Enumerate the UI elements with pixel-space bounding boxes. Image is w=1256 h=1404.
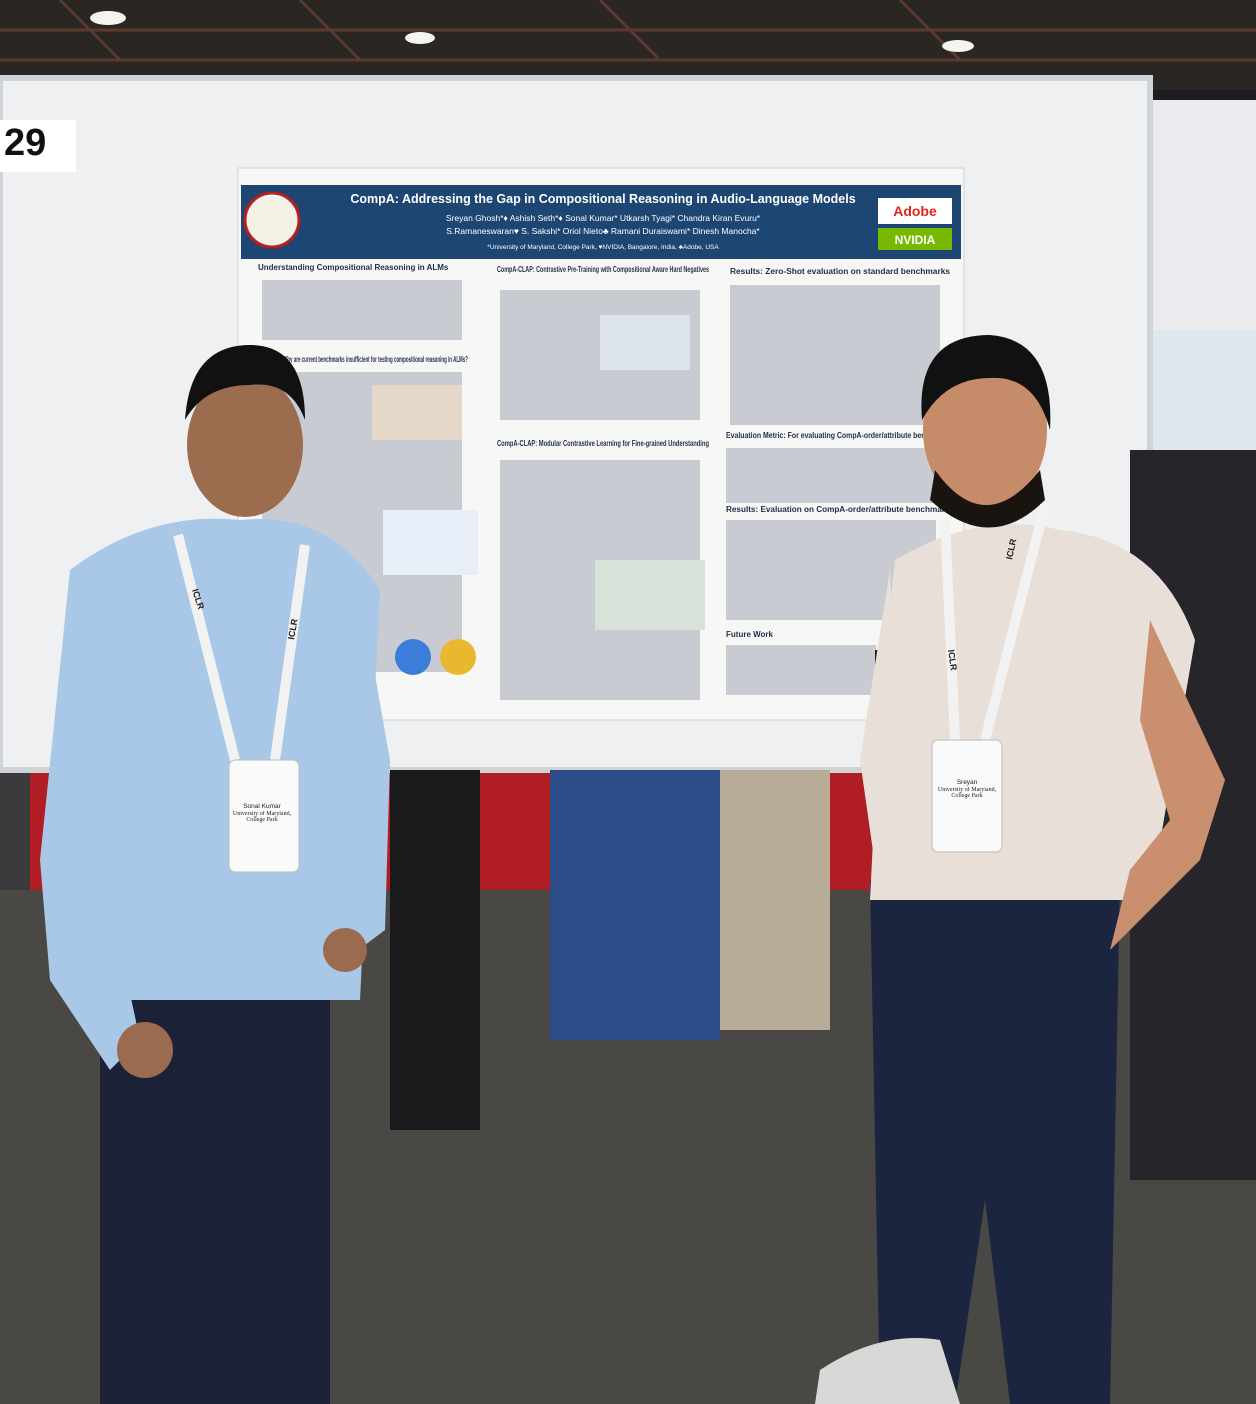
person-left: ICLR ICLR Sonal Kumar University of Mary… [40, 345, 390, 1404]
badge-affiliation-box: University of Maryland, College Park [937, 787, 997, 799]
person-right: ICLR ICLR Sreyan University of Maryland,… [815, 335, 1225, 1404]
neighbor-poster [1150, 330, 1256, 450]
section-heading: CompA-CLAP: Modular Contrastive Learning… [497, 439, 709, 448]
badge-name: Sonal Kumar [243, 803, 281, 810]
badge-affiliation: University of Maryland, College Park [232, 811, 292, 823]
section-heading: Future Work [726, 630, 774, 639]
ceiling-light [90, 11, 126, 25]
section-heading: CompA-CLAP: Contrastive Pre-Training wit… [497, 265, 709, 274]
authors: S.Ramaneswaran♥ S. Sakshi* Oriol Nieto♣ … [446, 226, 760, 236]
section-heading: Results: Zero-Shot evaluation on standar… [730, 267, 951, 276]
ceiling-light [405, 32, 435, 44]
university-seal [243, 191, 301, 249]
badge-affiliation: University of Maryland, College Park [937, 787, 997, 799]
section-heading: Motivation: Why are current benchmarks i… [258, 355, 468, 364]
poster-figures [372, 315, 891, 686]
adobe-logo-text: Adobe [893, 203, 937, 219]
badge [931, 739, 1003, 853]
lanyard-text: ICLR [1004, 537, 1018, 560]
nvidia-logo-text: NVIDIA [895, 233, 936, 247]
section-heading: Understanding Compositional Reasoning in… [258, 263, 449, 272]
booth-number: 29 [4, 122, 46, 164]
badge-affiliation-box: University of Maryland, College Park [232, 811, 292, 823]
lanyard-text: ICLR [946, 649, 959, 672]
section-heading: Evaluation Metric: For evaluating CompA-… [726, 431, 954, 440]
truss [0, 0, 1256, 62]
nvidia-logo [878, 228, 952, 250]
booth-number-plate [0, 120, 76, 172]
badge [228, 759, 300, 873]
poster-header [241, 185, 961, 259]
section-heading: Results: Evaluation on CompA-order/attri… [726, 505, 955, 514]
poster-title: CompA: Addressing the Gap in Composition… [350, 192, 855, 206]
authors: Sreyan Ghosh*♦ Ashish Seth*♦ Sonal Kumar… [446, 213, 761, 223]
ceiling-light [942, 40, 974, 52]
badge-name: Sreyan [957, 779, 978, 786]
affiliations: *University of Maryland, College Park, ♥… [487, 244, 719, 251]
adobe-logo [878, 198, 952, 224]
lanyard-text: ICLR [286, 617, 300, 640]
